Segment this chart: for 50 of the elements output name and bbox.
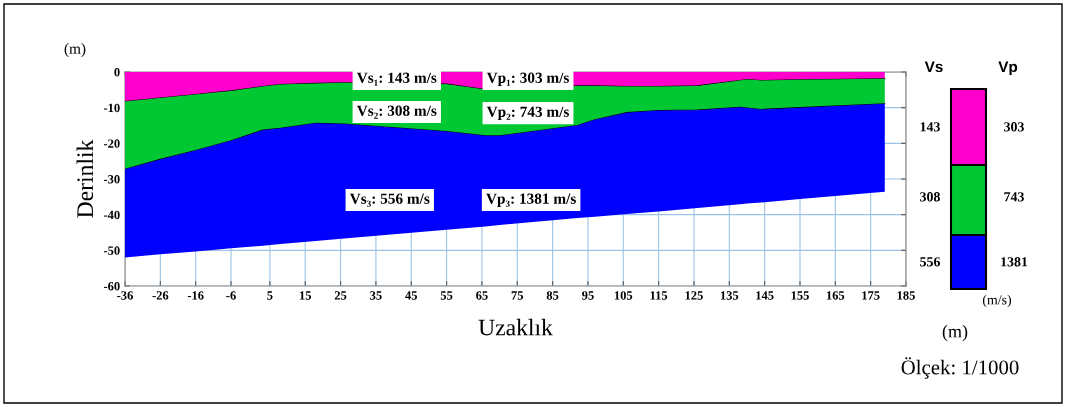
text: (m/s) (982, 294, 1012, 308)
text: Vs (924, 61, 943, 73)
text: Ölçek: 1/1000 (901, 357, 1019, 379)
x-tick-label: 185 (897, 291, 915, 300)
text: 743 (1004, 192, 1024, 202)
x-tick-label: 75 (511, 291, 524, 300)
x-tick-label: -26 (152, 291, 169, 300)
x-tick-label: 25 (334, 291, 347, 300)
y-axis-title: Derinlik (76, 139, 94, 218)
y-tick-label: -30 (103, 175, 120, 184)
annotation: Vs₃: 556 m/s (349, 193, 430, 207)
x-tick-label: 95 (582, 291, 594, 300)
x-tick-label: 45 (405, 291, 418, 300)
x-tick-label: 165 (826, 291, 845, 300)
text: 143 (920, 122, 940, 132)
x-tick-label: 115 (650, 291, 668, 300)
text: 308 (920, 192, 940, 202)
x-tick-label: 145 (756, 291, 774, 300)
y-tick-label: 0 (114, 68, 120, 77)
x-tick-label: 65 (476, 291, 488, 300)
text: 1381 (1001, 257, 1028, 267)
x-tick-label: 155 (791, 291, 809, 300)
text: 303 (1004, 122, 1024, 132)
x-tick-label: 35 (370, 291, 382, 300)
x-tick-label: -16 (187, 291, 204, 300)
annotation: Vp₃: 1381 m/s (486, 193, 576, 207)
text: (m) (64, 43, 86, 57)
annotation: Vs₂: 308 m/s (356, 105, 437, 119)
text: (m) (942, 324, 968, 342)
x-tick-label: 105 (614, 291, 633, 300)
y-tick-label: -10 (103, 103, 120, 113)
x-tick-label: -36 (117, 291, 133, 300)
y-tick-label: -50 (103, 246, 120, 255)
text: Vp (998, 61, 1018, 76)
x-tick-label: 125 (685, 291, 703, 300)
x-tick-label: 55 (440, 291, 453, 300)
annotation: Vs₁: 143 m/s (356, 72, 437, 86)
x-axis-title: Uzaklık (478, 318, 553, 336)
x-tick-label: 135 (720, 291, 739, 300)
y-tick-label: -40 (103, 210, 120, 220)
y-tick-label: -20 (103, 139, 120, 148)
annotation: Vp₂: 743 m/s (486, 106, 569, 121)
x-tick-label: 5 (267, 291, 273, 300)
x-tick-label: 15 (299, 291, 312, 300)
x-tick-label: 85 (546, 291, 559, 300)
text: 556 (920, 257, 941, 267)
y-tick-label: -60 (103, 282, 120, 291)
x-tick-label: -6 (226, 291, 236, 300)
annotation: Vp₁: 303 m/s (486, 72, 569, 86)
x-tick-label: 175 (862, 291, 880, 300)
